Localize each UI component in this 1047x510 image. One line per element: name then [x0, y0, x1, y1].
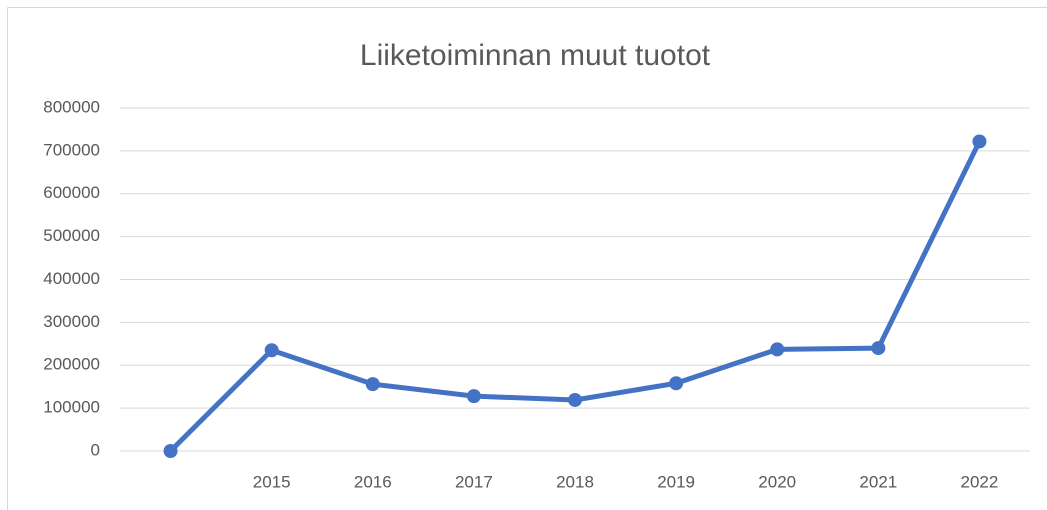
point	[770, 342, 785, 357]
y-tick-label: 100000	[43, 398, 100, 417]
point	[466, 389, 481, 404]
x-tick-label: 2021	[859, 472, 897, 491]
x-tick-label: 2020	[758, 472, 796, 491]
y-tick-label: 800000	[43, 97, 100, 116]
point	[365, 377, 380, 392]
point	[568, 392, 582, 407]
point	[264, 343, 279, 358]
point	[669, 376, 684, 391]
y-tick-label: 400000	[43, 269, 100, 288]
y-tick-label: 200000	[43, 355, 100, 374]
point	[163, 444, 178, 458]
y-tick-label: 300000	[43, 312, 100, 331]
x-tick-label: 2017	[455, 472, 493, 491]
chart-title: Liiketoiminnan muut tuotot	[360, 39, 711, 72]
x-tick-label: 2018	[556, 472, 594, 491]
point	[871, 341, 886, 356]
y-tick-label: 500000	[43, 226, 100, 245]
y-tick-label: 700000	[43, 140, 100, 159]
point	[972, 134, 987, 149]
x-tick-label: 2022	[961, 472, 999, 491]
y-tick-label: 600000	[43, 183, 100, 202]
y-tick-label: 0	[91, 440, 100, 459]
x-tick-label: 2015	[253, 472, 291, 491]
x-tick-label: 2016	[354, 472, 392, 491]
x-tick-label: 2019	[657, 472, 695, 491]
